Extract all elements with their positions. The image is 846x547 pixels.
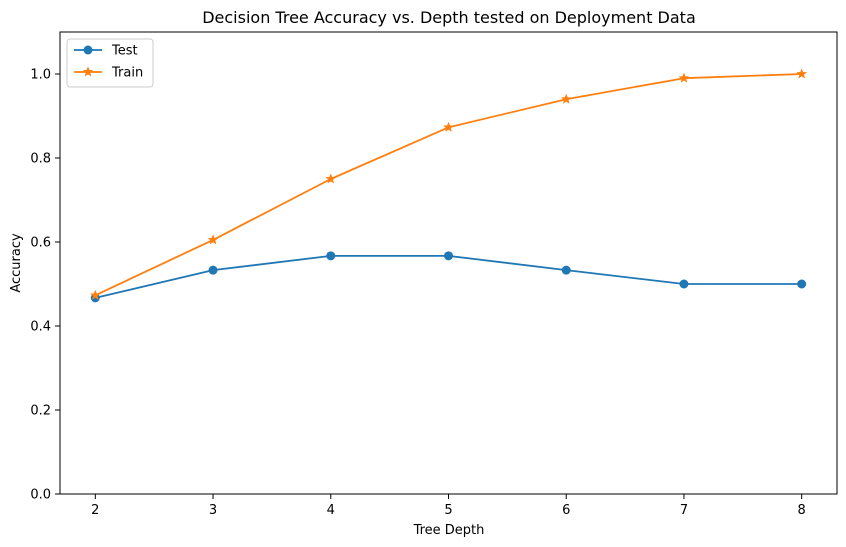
data-point-train — [796, 68, 808, 79]
y-axis-label: Accuracy — [9, 233, 24, 293]
x-axis-label: Tree Depth — [413, 523, 485, 538]
y-axis: 0.0 0.2 0.4 0.6 0.8 1.0 — [30, 68, 60, 503]
x-tick-label: 5 — [444, 503, 452, 518]
y-tick-label: 1.0 — [30, 68, 51, 83]
data-point-train — [89, 289, 101, 300]
data-point-train — [678, 72, 690, 83]
data-point-train — [325, 173, 337, 184]
data-point-test — [326, 251, 336, 261]
x-tick-label: 6 — [562, 503, 570, 518]
data-point-test — [561, 265, 571, 275]
x-tick-label: 2 — [91, 503, 99, 518]
data-point-test — [679, 279, 689, 289]
y-tick-label: 0.2 — [30, 404, 51, 419]
data-point-test — [797, 279, 807, 289]
data-point-test — [208, 265, 218, 275]
data-point-train — [560, 93, 572, 104]
y-tick-label: 0.6 — [30, 236, 51, 251]
x-tick-label: 4 — [327, 503, 335, 518]
y-tick-label: 0.8 — [30, 152, 51, 167]
legend-label-train: Train — [111, 66, 143, 81]
chart-title: Decision Tree Accuracy vs. Depth tested … — [202, 8, 696, 27]
x-axis: 2 3 4 5 6 7 8 — [91, 494, 806, 518]
legend-marker-test — [83, 45, 93, 55]
series-train — [89, 68, 808, 300]
x-tick-label: 7 — [680, 503, 688, 518]
x-tick-label: 8 — [798, 503, 806, 518]
series-layer — [89, 68, 808, 303]
y-tick-label: 0.4 — [30, 320, 51, 335]
legend-label-test: Test — [111, 44, 138, 59]
series-test — [90, 251, 807, 303]
legend: Test Train — [66, 38, 154, 88]
data-point-train — [443, 121, 454, 132]
data-point-test — [444, 251, 453, 261]
legend-marker-train — [82, 66, 94, 77]
legend-item-train: Train — [74, 66, 143, 81]
plot-area — [59, 31, 838, 495]
y-tick-label: 0.0 — [30, 488, 51, 503]
data-point-train — [207, 234, 219, 245]
legend-item-test: Test — [74, 44, 138, 59]
x-tick-label: 3 — [209, 503, 217, 518]
